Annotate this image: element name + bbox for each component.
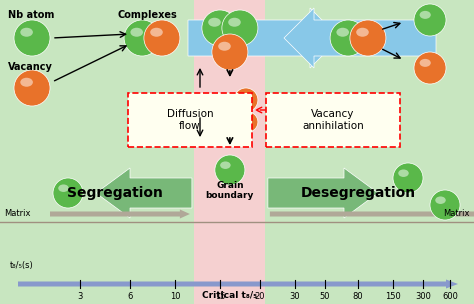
- Bar: [194, 0, 265, 304]
- Text: Matrix: Matrix: [4, 209, 30, 219]
- Ellipse shape: [203, 93, 233, 123]
- Text: 600: 600: [442, 292, 458, 301]
- Polygon shape: [268, 168, 378, 218]
- Text: 3: 3: [77, 292, 82, 301]
- Ellipse shape: [337, 28, 349, 37]
- FancyArrow shape: [50, 209, 190, 219]
- Text: 30: 30: [290, 292, 301, 301]
- Ellipse shape: [124, 20, 160, 56]
- Ellipse shape: [208, 18, 221, 27]
- Text: Desegregation: Desegregation: [301, 186, 416, 200]
- Ellipse shape: [215, 120, 222, 125]
- Text: Matrix: Matrix: [444, 209, 470, 219]
- Ellipse shape: [350, 20, 386, 56]
- Ellipse shape: [435, 196, 446, 204]
- Ellipse shape: [414, 4, 446, 36]
- Ellipse shape: [238, 93, 246, 99]
- Text: 20: 20: [255, 292, 265, 301]
- Ellipse shape: [430, 190, 460, 220]
- Text: 15: 15: [215, 292, 225, 301]
- Ellipse shape: [53, 178, 83, 208]
- FancyArrow shape: [18, 279, 458, 288]
- Text: 150: 150: [385, 292, 401, 301]
- Text: Complexes: Complexes: [118, 10, 178, 20]
- Text: t₈/₅(s): t₈/₅(s): [10, 261, 34, 270]
- FancyBboxPatch shape: [128, 93, 252, 147]
- Ellipse shape: [419, 11, 431, 19]
- Ellipse shape: [20, 78, 33, 87]
- Ellipse shape: [202, 10, 238, 46]
- Ellipse shape: [212, 34, 248, 70]
- Ellipse shape: [215, 155, 245, 185]
- Text: Vacancy: Vacancy: [8, 62, 53, 72]
- FancyBboxPatch shape: [266, 93, 400, 147]
- Ellipse shape: [208, 99, 219, 107]
- Ellipse shape: [144, 20, 180, 56]
- Text: 300: 300: [415, 292, 431, 301]
- Ellipse shape: [393, 163, 423, 193]
- Polygon shape: [188, 8, 340, 68]
- Text: 6: 6: [128, 292, 133, 301]
- Text: Vacancy
annihilation: Vacancy annihilation: [302, 109, 364, 131]
- Ellipse shape: [414, 52, 446, 84]
- Text: 10: 10: [170, 292, 180, 301]
- Text: Critical t₈/₅: Critical t₈/₅: [202, 290, 257, 299]
- Ellipse shape: [356, 28, 369, 37]
- Ellipse shape: [398, 169, 409, 177]
- Ellipse shape: [330, 20, 366, 56]
- Text: Diffusion
flow: Diffusion flow: [167, 109, 213, 131]
- Ellipse shape: [58, 185, 69, 192]
- Ellipse shape: [218, 42, 231, 51]
- Ellipse shape: [220, 161, 231, 169]
- Text: Segregation: Segregation: [67, 186, 163, 200]
- Ellipse shape: [212, 116, 232, 136]
- Ellipse shape: [419, 59, 431, 67]
- Ellipse shape: [234, 88, 258, 112]
- Ellipse shape: [14, 70, 50, 106]
- Ellipse shape: [14, 20, 50, 56]
- Ellipse shape: [130, 28, 143, 37]
- Ellipse shape: [150, 28, 163, 37]
- Ellipse shape: [222, 10, 258, 46]
- Ellipse shape: [238, 112, 258, 132]
- Text: Nb atom: Nb atom: [8, 10, 55, 20]
- Ellipse shape: [20, 28, 33, 37]
- FancyArrow shape: [270, 209, 474, 219]
- Text: 80: 80: [353, 292, 363, 301]
- Ellipse shape: [228, 18, 241, 27]
- Text: 50: 50: [320, 292, 330, 301]
- Ellipse shape: [241, 116, 248, 121]
- Polygon shape: [284, 8, 436, 68]
- Text: Grain
boundary: Grain boundary: [206, 181, 254, 200]
- Polygon shape: [96, 168, 192, 218]
